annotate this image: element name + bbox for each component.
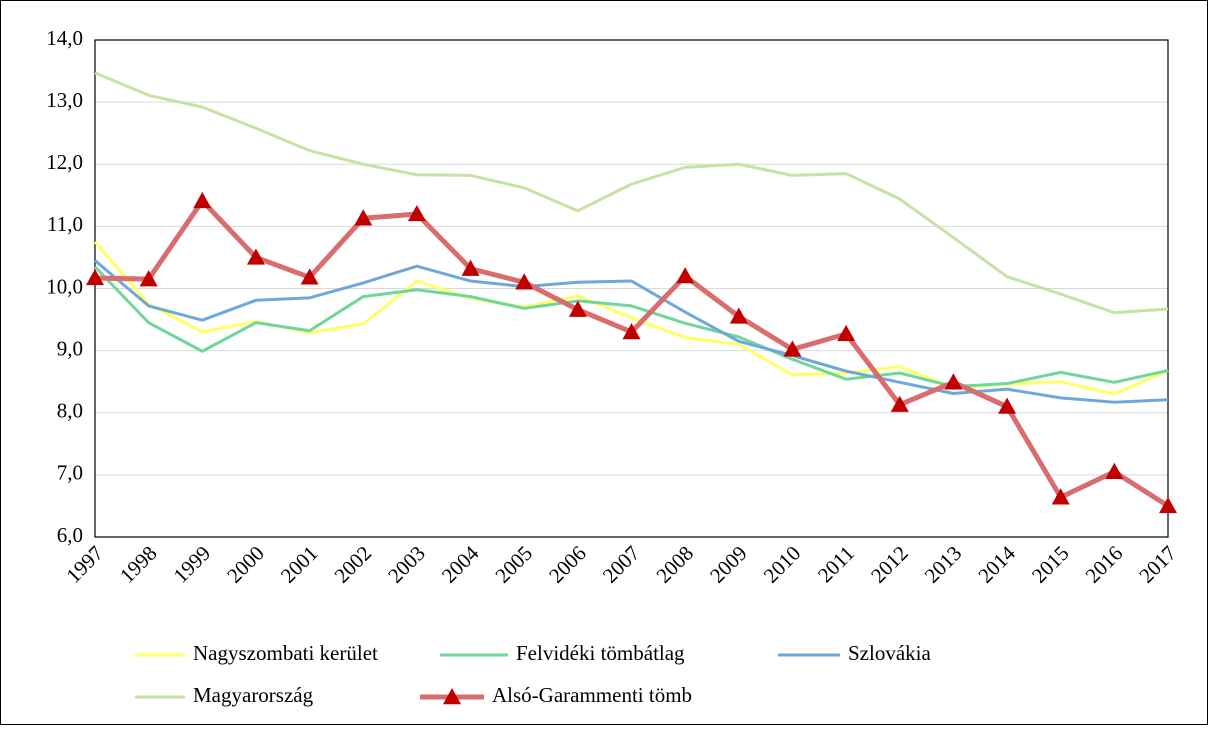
y-tick-label: 10,0 bbox=[46, 274, 83, 298]
data-marker bbox=[246, 248, 265, 265]
data-marker bbox=[354, 209, 373, 226]
data-marker bbox=[300, 268, 319, 285]
y-tick-label: 7,0 bbox=[57, 461, 83, 485]
data-marker bbox=[461, 259, 480, 276]
data-marker bbox=[837, 324, 856, 342]
legend-label: Alsó-Garammenti tömb bbox=[492, 683, 692, 707]
y-tick-label: 6,0 bbox=[57, 523, 83, 547]
data-marker bbox=[676, 267, 695, 284]
plot-frame bbox=[94, 39, 1169, 538]
data-marker bbox=[1105, 462, 1124, 479]
series-line bbox=[93, 265, 1169, 389]
y-tick-label: 14,0 bbox=[46, 26, 83, 50]
data-marker bbox=[622, 322, 641, 340]
data-marker bbox=[998, 397, 1017, 414]
y-tick-label: 13,0 bbox=[46, 88, 83, 112]
data-marker bbox=[783, 340, 802, 357]
legend-label: Szlovákia bbox=[848, 641, 931, 665]
data-marker bbox=[568, 300, 587, 317]
data-marker bbox=[890, 395, 909, 412]
data-marker bbox=[407, 204, 426, 222]
y-tick-label: 8,0 bbox=[57, 399, 83, 423]
series-line bbox=[94, 259, 1169, 404]
data-marker bbox=[139, 270, 158, 287]
y-tick-label: 11,0 bbox=[47, 212, 83, 236]
legend-marker bbox=[443, 688, 461, 705]
y-tick-label: 9,0 bbox=[57, 336, 83, 360]
legend-label: Nagyszombati kerület bbox=[193, 641, 378, 665]
legend-label: Felvidéki tömbátlag bbox=[516, 641, 685, 665]
data-marker bbox=[944, 373, 963, 390]
data-marker bbox=[515, 273, 534, 290]
series-line bbox=[94, 71, 1169, 315]
data-marker bbox=[729, 307, 748, 324]
data-marker bbox=[1159, 496, 1177, 514]
data-marker bbox=[193, 191, 212, 209]
y-tick-label: 12,0 bbox=[46, 150, 83, 174]
data-marker bbox=[86, 268, 104, 286]
data-marker bbox=[1051, 488, 1070, 505]
legend-label: Magyarország bbox=[193, 683, 314, 707]
